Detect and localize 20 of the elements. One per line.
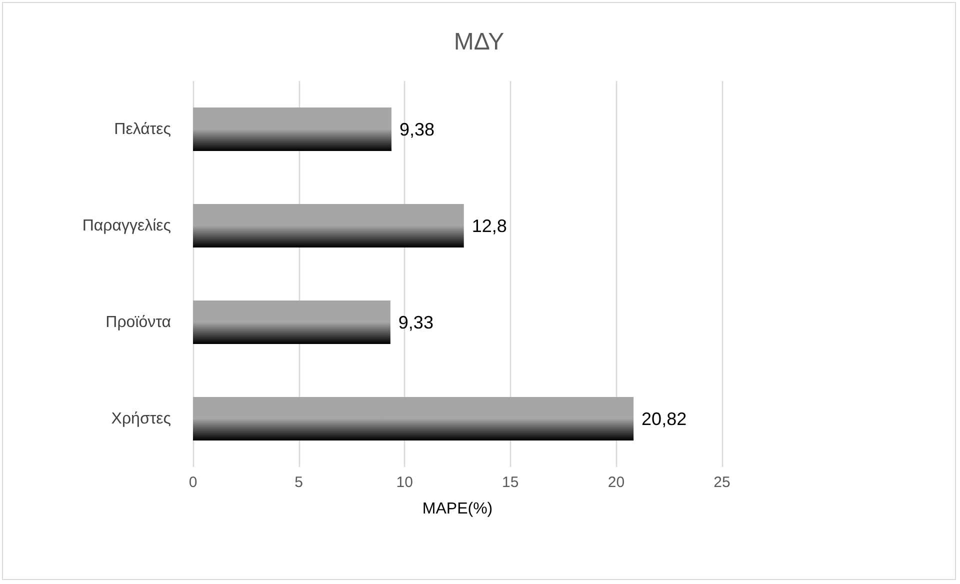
- data-label: 9,38: [399, 119, 435, 140]
- x-tick-label: 20: [608, 474, 625, 491]
- x-tick-label: 15: [502, 474, 519, 491]
- x-axis-title: MAPE(%): [422, 500, 493, 518]
- bar: [193, 204, 464, 248]
- data-label: 20,82: [642, 408, 687, 429]
- y-tick-label: Παραγγελίες: [82, 217, 172, 234]
- y-tick-label: Προϊόντα: [106, 314, 171, 331]
- y-tick-label: Πελάτες: [114, 120, 172, 138]
- bar: [193, 300, 390, 344]
- chart-title: ΜΔΥ: [454, 28, 504, 56]
- data-label: 12,8: [472, 216, 507, 236]
- bar: [193, 397, 634, 440]
- x-tick-label: 0: [188, 474, 198, 491]
- data-label: 9,33: [398, 312, 434, 332]
- x-tick-label: 25: [714, 474, 730, 491]
- x-tick-label: 10: [396, 474, 413, 491]
- y-tick-label: Χρήστες: [111, 410, 172, 428]
- bar: [193, 108, 392, 151]
- x-tick-label: 5: [294, 474, 303, 491]
